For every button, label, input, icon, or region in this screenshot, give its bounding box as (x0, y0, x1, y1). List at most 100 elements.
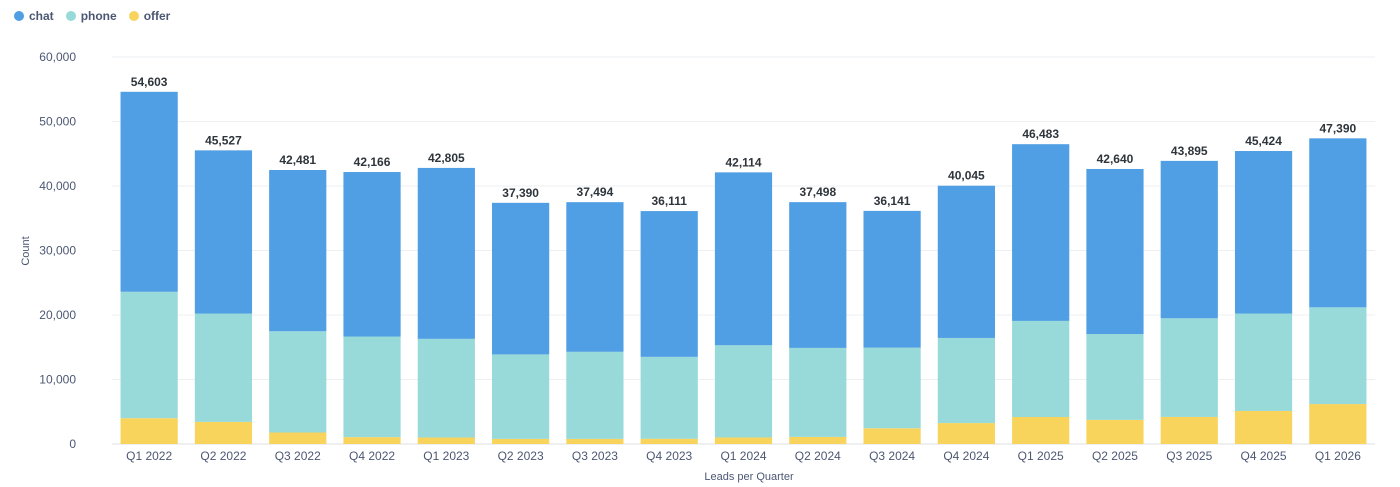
x-tick-label: Q1 2024 (720, 449, 766, 463)
y-tick-label: 50,000 (39, 115, 76, 129)
bar-chat[interactable] (1234, 151, 1293, 314)
bar-offer[interactable] (1234, 410, 1293, 444)
bar-chat[interactable] (1309, 138, 1367, 308)
bar-phone[interactable] (269, 331, 327, 433)
bar-offer[interactable] (1012, 417, 1070, 444)
bar-phone[interactable] (1160, 318, 1218, 417)
bar-total-label: 47,390 (1320, 121, 1357, 135)
bar-phone[interactable] (194, 313, 253, 422)
bar-total-label: 36,111 (652, 194, 688, 208)
bar-offer[interactable] (1086, 419, 1144, 444)
bar-total-label: 43,895 (1171, 144, 1208, 158)
x-tick-label: Q2 2024 (795, 449, 841, 463)
bar-chat[interactable] (640, 211, 698, 357)
legend-label-offer: offer (143, 9, 171, 23)
bar-total-label: 37,498 (799, 185, 836, 199)
x-tick-label: Q2 2023 (498, 449, 544, 463)
bar-offer[interactable] (269, 432, 327, 444)
bar-offer[interactable] (194, 421, 253, 444)
legend-item-offer[interactable]: offer (128, 9, 171, 23)
bar-phone[interactable] (714, 345, 773, 438)
bar-total-label: 42,640 (1097, 152, 1134, 166)
bar-offer[interactable] (937, 423, 995, 444)
bar-chat[interactable] (863, 210, 921, 348)
bar-total-label: 42,805 (428, 151, 465, 165)
bar-phone[interactable] (566, 351, 624, 439)
bar-total-label: 36,141 (874, 194, 911, 208)
bar-chat[interactable] (937, 185, 995, 338)
y-tick-label: 30,000 (39, 244, 76, 258)
bar-phone[interactable] (640, 356, 698, 439)
y-tick-label: 0 (69, 437, 76, 451)
x-tick-label: Q3 2023 (572, 449, 618, 463)
bar-chat[interactable] (789, 202, 847, 348)
bar-phone[interactable] (492, 354, 550, 439)
bar-chat[interactable] (566, 202, 624, 352)
bar-offer[interactable] (863, 428, 921, 444)
x-tick-label: Q3 2022 (275, 449, 321, 463)
x-tick-label: Q2 2025 (1092, 449, 1138, 463)
bar-chat[interactable] (194, 150, 253, 314)
x-axis-ticks: Q1 2022 Q2 2022 Q3 2022 Q4 2022 Q1 2023 Q2 20… (126, 449, 1361, 463)
x-tick-label: Q1 2025 (1018, 449, 1064, 463)
bar-phone[interactable] (120, 291, 178, 419)
bar-chat[interactable] (1086, 168, 1144, 335)
legend-item-chat[interactable]: chat (14, 9, 54, 23)
bar-phone[interactable] (1086, 334, 1144, 420)
bar-phone[interactable] (863, 347, 921, 429)
bar-offer[interactable] (789, 436, 847, 444)
bar-phone[interactable] (343, 336, 401, 438)
bar-offer[interactable] (120, 418, 178, 444)
bar-phone[interactable] (1012, 320, 1070, 418)
legend-dot-chat (14, 11, 24, 21)
x-tick-label: Q4 2025 (1241, 449, 1287, 463)
x-tick-label: Q3 2025 (1166, 449, 1212, 463)
bar-total-label: 42,481 (279, 153, 316, 167)
legend-item-phone[interactable]: phone (65, 9, 117, 23)
x-tick-label: Q1 2026 (1315, 449, 1361, 463)
bar-offer[interactable] (1160, 416, 1218, 444)
bar-total-label: 40,045 (948, 169, 985, 183)
bar-phone[interactable] (937, 337, 995, 424)
bar-total-label: 45,424 (1245, 134, 1282, 148)
x-tick-label: Q1 2022 (126, 449, 172, 463)
y-tick-label: 40,000 (39, 179, 76, 193)
bar-chat[interactable] (1160, 160, 1218, 319)
bar-chat[interactable] (343, 172, 401, 337)
bar-offer[interactable] (343, 437, 401, 444)
bar-total-label: 42,166 (354, 155, 391, 169)
bar-phone[interactable] (1234, 313, 1293, 411)
bar-total-label: 42,114 (725, 155, 761, 169)
legend-label-chat: chat (29, 9, 54, 23)
bar-total-label: 37,390 (502, 186, 539, 200)
x-tick-label: Q4 2024 (943, 449, 989, 463)
bar-offer[interactable] (417, 437, 475, 444)
x-tick-label: Q4 2022 (349, 449, 395, 463)
bar-chat[interactable] (1012, 144, 1070, 321)
bar-chat[interactable] (492, 202, 550, 355)
bar-total-label: 45,527 (205, 133, 242, 147)
bar-phone[interactable] (789, 347, 847, 437)
bar-offer[interactable] (640, 438, 698, 444)
x-tick-label: Q1 2023 (423, 449, 469, 463)
bar-offer[interactable] (714, 437, 773, 444)
y-tick-label: 20,000 (39, 308, 76, 322)
bar-phone[interactable] (417, 338, 475, 438)
bar-chat[interactable] (269, 169, 327, 332)
x-tick-label: Q2 2022 (200, 449, 246, 463)
y-tick-label: 60,000 (39, 50, 76, 64)
bar-chat[interactable] (714, 172, 773, 346)
y-tick-label: 10,000 (39, 373, 76, 387)
y-axis-ticks: 0 10,000 20,000 30,000 40,000 50,000 60,000 (39, 50, 76, 451)
x-axis-label: Leads per Quarter (704, 471, 794, 483)
bar-offer[interactable] (1309, 404, 1367, 444)
bar-offer[interactable] (566, 438, 624, 444)
bar-phone[interactable] (1309, 307, 1367, 405)
legend-label-phone: phone (80, 9, 117, 23)
bar-chat[interactable] (120, 91, 178, 292)
bar-offer[interactable] (492, 438, 550, 444)
bar-chat[interactable] (417, 167, 475, 339)
legend: chat phone offer (14, 9, 170, 23)
x-tick-label: Q3 2024 (869, 449, 915, 463)
